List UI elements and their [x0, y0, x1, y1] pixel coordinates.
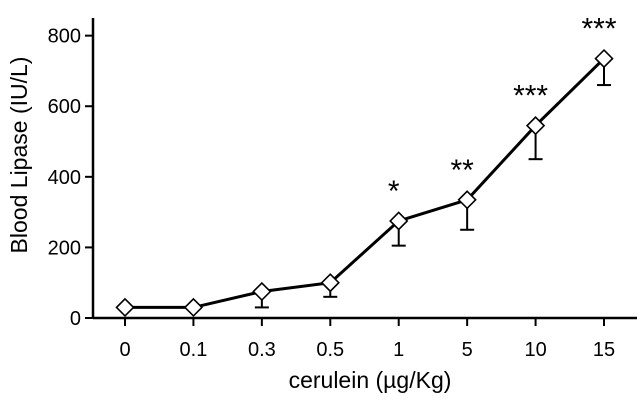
series-line: [125, 57, 606, 309]
y-axis-title: Blood Lipase (IU/L): [6, 57, 32, 254]
x-tick-label: 10: [524, 339, 546, 361]
data-point: [457, 190, 477, 210]
data-point: [252, 281, 272, 302]
y-axis: 0 200 400 600 800: [48, 18, 95, 330]
significance-marks: *********: [388, 13, 617, 208]
data-point: [320, 273, 340, 293]
significance-label: ***: [513, 80, 548, 113]
y-tick-label: 600: [48, 96, 81, 118]
data-point: [183, 297, 204, 318]
data-point: [115, 297, 135, 318]
x-tick-label: 15: [593, 339, 615, 361]
significance-label: ***: [581, 13, 616, 46]
significance-label: **: [450, 154, 474, 187]
y-tick-label: 0: [70, 308, 81, 330]
y-tick-label: 400: [48, 167, 81, 189]
x-tick-label: 0.5: [316, 339, 344, 361]
data-point: [525, 116, 546, 136]
x-tick-label: 0.3: [248, 339, 276, 361]
data-point: [389, 211, 409, 231]
x-tick-label: 1: [393, 339, 404, 361]
error-bars: [254, 58, 612, 309]
data-markers: [115, 48, 614, 318]
significance-label: *: [388, 175, 400, 208]
x-tick-label: 5: [462, 339, 473, 361]
y-tick-label: 200: [48, 237, 81, 259]
x-tick-label: 0: [119, 339, 130, 361]
x-axis: 0 0.1 0.3 0.5 1 5 10 15: [93, 316, 637, 361]
data-point: [594, 48, 614, 69]
x-axis-title: cerulein (µg/Kg): [289, 367, 452, 393]
y-tick-label: 800: [48, 26, 81, 48]
x-tick-label: 0.1: [180, 339, 208, 361]
